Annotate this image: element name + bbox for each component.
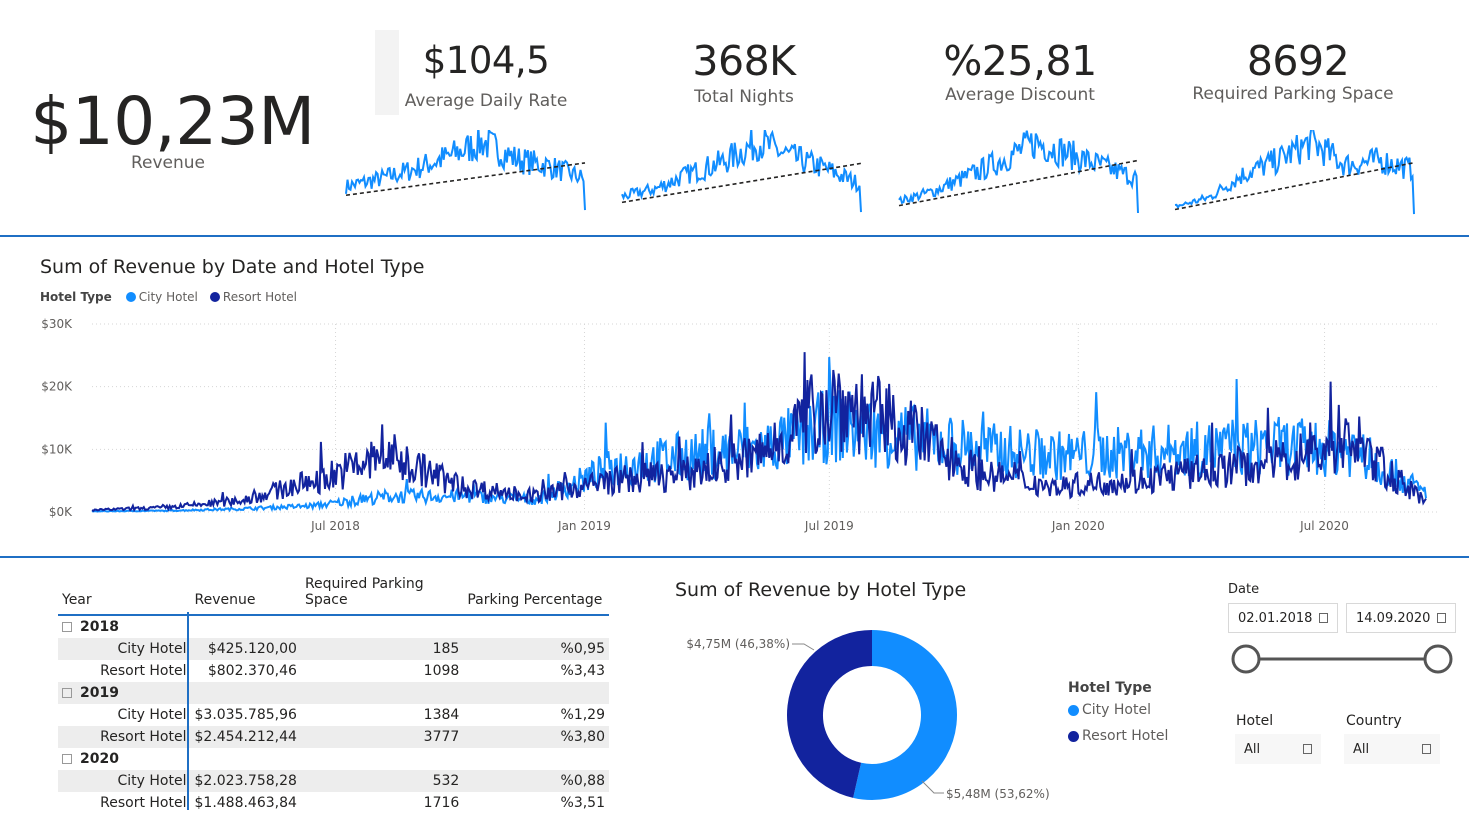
- donut-label-city: $5,48M (53,62%): [946, 787, 1050, 801]
- sparkline-discount: [898, 130, 1139, 214]
- donut-legend-city[interactable]: City Hotel: [1068, 702, 1168, 718]
- collapse-icon[interactable]: [62, 754, 72, 764]
- year-row-2020[interactable]: 2020: [58, 748, 609, 770]
- date-range-slider[interactable]: [1228, 642, 1456, 676]
- x-tick-label: Jul 2018: [310, 519, 360, 533]
- donut-slice-city: [853, 630, 957, 800]
- header-percentage[interactable]: Parking Percentage: [463, 574, 609, 616]
- hotel-dropdown[interactable]: All: [1235, 734, 1321, 764]
- donut-legend-resort[interactable]: Resort Hotel: [1068, 728, 1168, 744]
- line-chart-title: Sum of Revenue by Date and Hotel Type: [40, 256, 425, 278]
- table-column-divider: [187, 612, 189, 810]
- divider-top: [0, 235, 1469, 237]
- country-dropdown[interactable]: All: [1344, 734, 1440, 764]
- trendline: [898, 159, 1139, 207]
- table-row: Resort Hotel $1.488.463,84 1716 %3,51: [58, 792, 609, 814]
- country-slicer-title: Country: [1346, 713, 1402, 729]
- y-tick-label: $20K: [41, 380, 73, 394]
- donut-slice-resort: [787, 630, 873, 798]
- donut-title: Sum of Revenue by Hotel Type: [675, 579, 967, 601]
- table-row: Resort Hotel $2.454.212,44 3777 %3,80: [58, 726, 609, 748]
- resort-hotel-series-line: [91, 352, 1427, 513]
- x-tick-label: Jul 2019: [804, 519, 854, 533]
- donut-legend: Hotel Type City Hotel Resort Hotel: [1068, 680, 1168, 744]
- header-year[interactable]: Year: [58, 574, 191, 616]
- table-row: Resort Hotel $802.370,46 1098 %3,43: [58, 660, 609, 682]
- legend-city-label: City Hotel: [138, 290, 198, 304]
- collapse-icon[interactable]: [62, 688, 72, 698]
- leader-line: [921, 780, 944, 794]
- trendline: [621, 162, 862, 204]
- legend-resort-label: Resort Hotel: [222, 290, 297, 304]
- year-row-2018[interactable]: 2018: [58, 615, 609, 638]
- legend-city-hotel[interactable]: City Hotel: [125, 290, 198, 304]
- kpi-adr-value: $104,5: [422, 39, 550, 82]
- y-tick-label: $30K: [41, 317, 73, 331]
- kpi-adr-highlight: [375, 30, 399, 115]
- leader-line: [792, 643, 815, 651]
- revenue-line-chart[interactable]: $0K $10K $20K $30K Jul 2018 Jan 2019 Jul 2019 J…: [0, 312, 1469, 542]
- city-hotel-dot-icon: [1068, 704, 1079, 716]
- kpi-discount-label: Average Discount: [945, 85, 1095, 105]
- date-end-value: 14.09.2020: [1356, 610, 1431, 626]
- dropdown-icon[interactable]: [1303, 744, 1312, 754]
- table-header-row: Year Revenue Required Parking Space Park…: [58, 574, 609, 616]
- kpi-parking-value: 8692: [1246, 37, 1350, 85]
- kpi-parking-label: Required Parking Space: [1192, 84, 1394, 104]
- average-daily-rate-line: [345, 130, 586, 211]
- collapse-icon[interactable]: [62, 622, 72, 632]
- city-hotel-dot-icon: [125, 292, 136, 302]
- date-slicer-title: Date: [1228, 582, 1260, 597]
- sparkline-adr: [345, 130, 586, 211]
- trendline: [345, 162, 586, 197]
- x-tick-label: Jan 2020: [1051, 519, 1105, 533]
- divider-middle: [0, 556, 1469, 558]
- date-start-value: 02.01.2018: [1238, 610, 1313, 626]
- revenue-donut-chart[interactable]: $4,75M (46,38%) $5,48M (53,62%): [670, 615, 1070, 820]
- resort-hotel-dot-icon: [1068, 730, 1079, 742]
- slider-handle-end[interactable]: [1423, 644, 1453, 674]
- year-row-2019[interactable]: 2019: [58, 682, 609, 704]
- hotel-dropdown-value: All: [1244, 741, 1261, 757]
- calendar-icon[interactable]: [1437, 613, 1446, 623]
- total-nights-line: [621, 130, 862, 213]
- table-row: City Hotel $3.035.785,96 1384 %1,29: [58, 704, 609, 726]
- line-chart-legend: Hotel Type City Hotel Resort Hotel: [40, 290, 305, 304]
- date-end-input[interactable]: 14.09.2020: [1346, 603, 1456, 633]
- donut-legend-city-label: City Hotel: [1082, 702, 1151, 718]
- table-row: City Hotel $425.120,00 185 %0,95: [58, 638, 609, 660]
- revenue-matrix-table: Year Revenue Required Parking Space Park…: [58, 574, 609, 814]
- kpi-nights-label: Total Nights: [694, 87, 794, 107]
- kpi-adr-label: Average Daily Rate: [404, 91, 568, 111]
- trendline: [1174, 161, 1415, 211]
- header-parking[interactable]: Required Parking Space: [300, 574, 464, 616]
- legend-resort-hotel[interactable]: Resort Hotel: [209, 290, 297, 304]
- donut-label-resort: $4,75M (46,38%): [686, 637, 790, 651]
- table-row: City Hotel $2.023.758,28 532 %0,88: [58, 770, 609, 792]
- donut-legend-resort-label: Resort Hotel: [1082, 728, 1169, 744]
- header-revenue[interactable]: Revenue: [190, 574, 301, 616]
- sparkline-nights: [621, 130, 862, 213]
- hotel-slicer-title: Hotel: [1236, 713, 1274, 729]
- x-tick-label: Jul 2020: [1299, 519, 1349, 533]
- donut-legend-title: Hotel Type: [1068, 680, 1152, 696]
- kpi-revenue-label: Revenue: [130, 153, 206, 173]
- y-tick-label: $10K: [41, 442, 73, 456]
- sparkline-parking: [1174, 130, 1415, 215]
- x-tick-label: Jan 2019: [557, 519, 611, 533]
- calendar-icon[interactable]: [1319, 613, 1328, 623]
- country-dropdown-value: All: [1353, 741, 1370, 757]
- y-tick-label: $0K: [49, 505, 73, 519]
- kpi-discount-value: %25,81: [943, 37, 1097, 85]
- date-start-input[interactable]: 02.01.2018: [1228, 603, 1338, 633]
- required-parking-space-line: [1174, 130, 1415, 215]
- dropdown-icon[interactable]: [1422, 744, 1431, 754]
- slider-handle-start[interactable]: [1231, 644, 1261, 674]
- legend-title: Hotel Type: [40, 290, 112, 304]
- kpi-nights-value: 368K: [692, 37, 796, 85]
- kpi-revenue-value: $10,23M: [30, 83, 315, 160]
- resort-hotel-dot-icon: [209, 292, 220, 302]
- average-discount-line: [898, 130, 1139, 214]
